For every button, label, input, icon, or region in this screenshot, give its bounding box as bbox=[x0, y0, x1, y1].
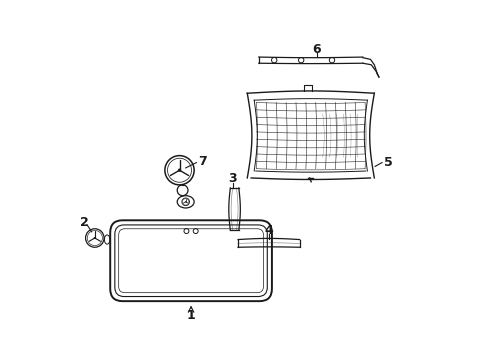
Circle shape bbox=[178, 169, 181, 172]
Text: 3: 3 bbox=[228, 172, 237, 185]
Text: 7: 7 bbox=[198, 154, 207, 167]
Text: 6: 6 bbox=[312, 43, 321, 56]
Text: 2: 2 bbox=[80, 216, 88, 229]
Text: 4: 4 bbox=[265, 224, 273, 237]
Circle shape bbox=[94, 237, 96, 239]
Text: 1: 1 bbox=[187, 309, 196, 321]
Text: 5: 5 bbox=[384, 156, 392, 169]
